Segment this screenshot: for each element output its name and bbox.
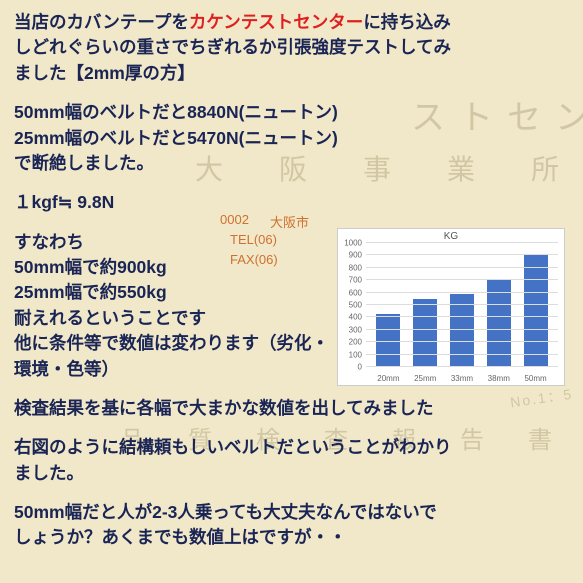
p4: 検査結果を基に各幅で大まかな数値を出してみました xyxy=(14,396,569,421)
chart-y-label: 600 xyxy=(349,288,362,297)
chart-y-label: 500 xyxy=(349,301,362,310)
chart-gridline xyxy=(366,329,558,330)
chart-title: KG xyxy=(338,229,564,242)
p6-l1: 50mm幅だと人が2-3人乗っても大丈夫なんではないで xyxy=(14,502,437,522)
strength-chart: KG 01002003004005006007008009001000 20mm… xyxy=(337,228,565,386)
chart-gridline xyxy=(366,304,558,305)
summary-l3: 25mm幅で約550kg xyxy=(14,282,167,302)
chart-y-label: 300 xyxy=(349,325,362,334)
chart-gridline xyxy=(366,254,558,255)
chart-gridline xyxy=(366,341,558,342)
chart-bar xyxy=(524,255,548,367)
result-l2: 25mm幅のベルトだと5470N(ニュートン) xyxy=(14,128,338,148)
chart-y-label: 0 xyxy=(358,363,362,372)
intro-paragraph: 当店のカバンテープをカケンテストセンターに持ち込み しどれぐらいの重さでちぎれる… xyxy=(14,10,569,86)
summary-l1: すなわち xyxy=(14,232,84,252)
summary-l5: 他に条件等で数値は変わります（劣化・環境・色等） xyxy=(14,333,329,378)
chart-y-label: 800 xyxy=(349,263,362,272)
result-l3: で断絶しました。 xyxy=(14,153,154,173)
chart-bar xyxy=(413,299,437,367)
chart-x-label: 50mm xyxy=(524,374,548,383)
summary-l2: 50mm幅で約900kg xyxy=(14,257,167,277)
intro-highlight: カケンテストセンター xyxy=(189,12,363,32)
chart-gridline xyxy=(366,354,558,355)
chart-x-label: 20mm xyxy=(376,374,400,383)
summary-l4: 耐えれるということです xyxy=(14,308,206,328)
chart-y-label: 400 xyxy=(349,313,362,322)
chart-x-label: 25mm xyxy=(413,374,437,383)
conversion-line: １kgf≒ 9.8N xyxy=(14,190,569,215)
result-l1: 50mm幅のベルトだと8840N(ニュートン) xyxy=(14,102,338,122)
intro-l3: ました【2mm厚の方】 xyxy=(14,63,195,83)
p6: 50mm幅だと人が2-3人乗っても大丈夫なんではないで しょうか？あくまでも数値… xyxy=(14,500,569,551)
chart-gridline xyxy=(366,267,558,268)
chart-y-label: 100 xyxy=(349,350,362,359)
p6-l2: しょうか？あくまでも数値上はですが・・ xyxy=(14,527,347,547)
p5-l2: ました。 xyxy=(14,463,84,483)
chart-gridline xyxy=(366,279,558,280)
chart-gridline xyxy=(366,366,558,367)
chart-y-label: 1000 xyxy=(344,239,362,248)
p5-l1: 右図のように結構頼もしいベルトだということがわかり xyxy=(14,437,452,457)
chart-y-label: 900 xyxy=(349,251,362,260)
chart-x-label: 38mm xyxy=(487,374,511,383)
p5: 右図のように結構頼もしいベルトだということがわかり ました。 xyxy=(14,435,569,486)
result-paragraph: 50mm幅のベルトだと8840N(ニュートン) 25mm幅のベルトだと5470N… xyxy=(14,100,569,176)
chart-plot-area: 01002003004005006007008009001000 xyxy=(366,243,558,367)
summary-paragraph: すなわち 50mm幅で約900kg 25mm幅で約550kg 耐えれるということ… xyxy=(14,230,334,382)
chart-y-label: 700 xyxy=(349,276,362,285)
chart-x-labels: 20mm 25mm 33mm 38mm 50mm xyxy=(366,374,558,383)
chart-x-label: 33mm xyxy=(450,374,474,383)
chart-gridline xyxy=(366,292,558,293)
intro-l1c: に持ち込み xyxy=(363,12,451,32)
chart-y-label: 200 xyxy=(349,338,362,347)
chart-gridline xyxy=(366,316,558,317)
chart-gridline xyxy=(366,242,558,243)
chart-bars xyxy=(366,243,558,367)
intro-l2: しどれぐらいの重さでちぎれるか引張強度テストしてみ xyxy=(14,37,451,57)
intro-l1a: 当店のカバンテープを xyxy=(14,12,189,32)
